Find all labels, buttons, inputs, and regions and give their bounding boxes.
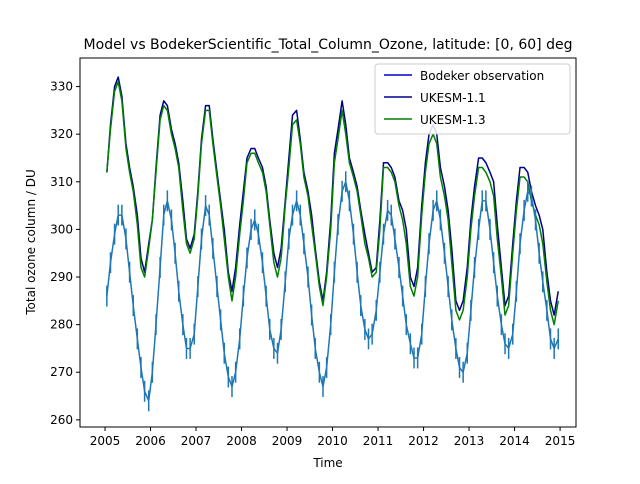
series-group — [106, 76, 560, 412]
x-tick-label: 2015 — [545, 434, 576, 448]
y-tick-label: 330 — [50, 80, 73, 94]
x-tick-label: 2008 — [226, 434, 257, 448]
x-tick-label: 2010 — [317, 434, 348, 448]
y-tick-label: 280 — [50, 318, 73, 332]
x-axis-label: Time — [312, 456, 342, 470]
series-line-ukesm-1-3 — [106, 81, 559, 326]
x-tick-label: 2005 — [90, 434, 121, 448]
y-tick-label: 290 — [50, 270, 73, 284]
x-tick-label: 2009 — [272, 434, 303, 448]
legend-label-ukesm-1-1: UKESM-1.1 — [420, 91, 486, 105]
chart-title: Model vs BodekerScientific_Total_Column_… — [84, 37, 573, 53]
x-tick-label: 2012 — [408, 434, 439, 448]
x-tick-label: 2013 — [454, 434, 485, 448]
x-tick-label: 2011 — [363, 434, 394, 448]
y-tick-label: 270 — [50, 365, 73, 379]
y-axis-ticks: 260 270 280 290 300 310 320 330 — [50, 80, 80, 427]
y-tick-label: 260 — [50, 413, 73, 427]
legend-frame — [374, 63, 571, 135]
y-tick-label: 320 — [50, 127, 73, 141]
legend-label-ukesm-1-3: UKESM-1.3 — [420, 113, 486, 127]
legend: Bodeker observation UKESM-1.1 UKESM-1.3 — [374, 63, 571, 135]
legend-label-bodeker: Bodeker observation — [420, 69, 544, 83]
x-tick-label: 2007 — [181, 434, 212, 448]
x-axis-ticks: 2005 2006 2007 2008 2009 2010 2011 2012 2013 2014… — [90, 427, 576, 448]
x-tick-label: 2006 — [135, 434, 166, 448]
plot-frame — [79, 57, 577, 428]
y-axis-label: Total ozone column / DU — [24, 169, 38, 316]
x-tick-label: 2014 — [499, 434, 530, 448]
y-tick-label: 310 — [50, 175, 73, 189]
y-tick-label: 300 — [50, 222, 73, 236]
